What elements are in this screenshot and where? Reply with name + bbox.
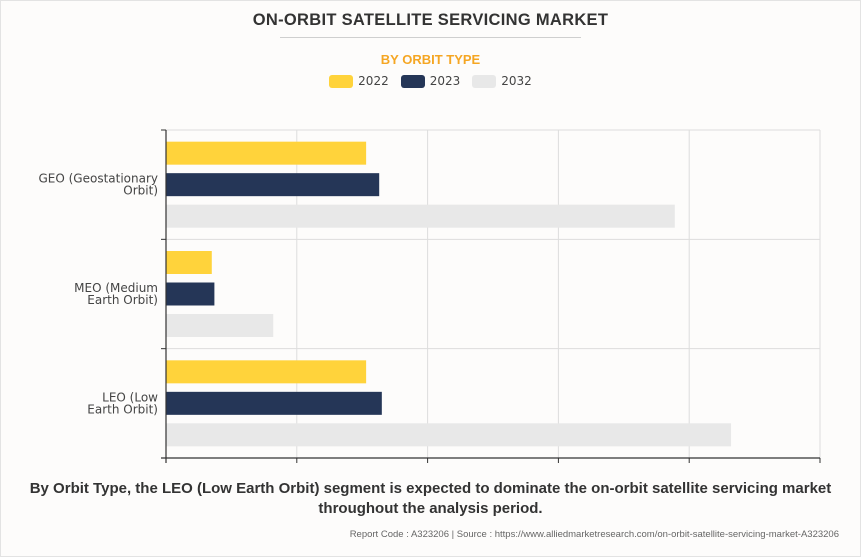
legend-label-2022: 2022 [358,74,389,88]
legend-label-2023: 2023 [429,74,461,88]
chart-subtitle: BY ORBIT TYPE [380,52,481,67]
category-label: Earth Orbit) [87,293,158,307]
legend-swatch-2022 [329,74,354,88]
bar-2022 [166,141,367,165]
source-footer: Report Code : A323206 | Source : https:/… [349,529,839,540]
legend-item-2032[interactable]: 2032 [472,74,532,88]
bar-2032 [166,423,732,447]
category-label: MEO (Medium [74,281,158,295]
legend: 2022 2023 2032 [0,74,861,88]
legend-swatch-2032 [472,74,497,88]
bar-2032 [166,314,274,337]
legend-swatch-2023 [400,74,425,88]
category-label: LEO (Low [102,390,158,404]
bar-2023 [166,391,382,415]
title-divider [280,37,581,38]
chart-title: ON-ORBIT SATELLITE SERVICING MARKET [252,11,609,29]
legend-item-2023[interactable]: 2023 [400,74,461,88]
legend-item-2022[interactable]: 2022 [329,74,389,88]
bar-2023 [166,282,215,306]
bar-2032 [166,204,675,228]
bar-2022 [166,360,367,384]
category-label: GEO (Geostationary [38,172,158,186]
legend-label-2032: 2032 [501,74,532,88]
bar-2022 [166,251,212,274]
bar-2023 [166,173,380,197]
category-label: Orbit) [123,184,158,198]
chart-caption: By Orbit Type, the LEO (Low Earth Orbit)… [29,480,832,517]
category-label: Earth Orbit) [87,402,158,416]
